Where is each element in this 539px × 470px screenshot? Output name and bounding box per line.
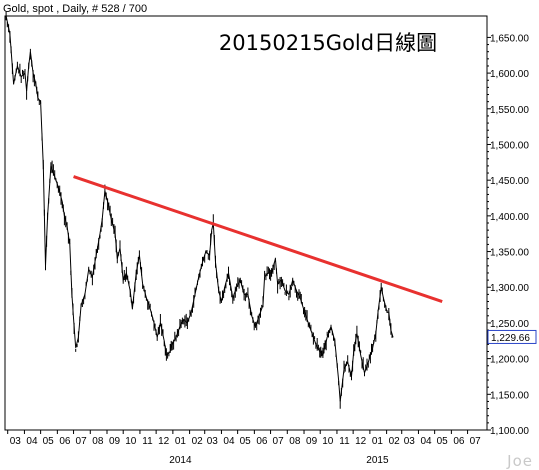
y-tick-label: 1,500.00 [490, 140, 529, 151]
x-tick-label: 06 [256, 436, 268, 447]
x-year-label: 2015 [366, 455, 389, 466]
x-axis: 03 04 05 06 07 08 09 10 11 12 01 02 03 04 05 06 07 08 09 10… [7, 430, 482, 466]
x-tick-label: 10 [125, 436, 137, 447]
x-tick-label: 12 [355, 436, 367, 447]
x-tick-label: 01 [372, 436, 384, 447]
x-year-label: 2014 [169, 455, 192, 466]
x-tick-label: 04 [420, 436, 432, 447]
x-tick-label: 10 [322, 436, 334, 447]
watermark: Joe [506, 452, 533, 470]
y-tick-label: 1,100.00 [490, 426, 529, 437]
y-tick-label: 1,450.00 [490, 176, 529, 187]
trendline [73, 175, 443, 303]
y-tick-label: 1,650.00 [490, 33, 529, 44]
x-tick-label: 11 [142, 436, 153, 447]
chart-title: 20150215Gold日線圖 [219, 31, 437, 55]
x-tick-label: 08 [92, 436, 104, 447]
x-tick-label: 06 [453, 436, 465, 447]
x-tick-label: 04 [26, 436, 38, 447]
x-tick-label: 11 [339, 436, 350, 447]
trendline-layer [73, 175, 443, 303]
last-price-box [487, 329, 537, 344]
x-tick-label: 05 [43, 436, 55, 447]
x-tick-label: 03 [207, 436, 219, 447]
x-tick-label: 03 [10, 436, 22, 447]
x-tick-label: 02 [389, 436, 401, 447]
price-bars [5, 11, 393, 409]
last-price-label: 1,229.66 [487, 329, 537, 344]
chart-header: Gold, spot , Daily, # 528 / 700 [3, 3, 147, 15]
x-tick-label: 01 [175, 436, 187, 447]
last-price-value: 1,229.66 [491, 333, 530, 344]
x-tick-label: 03 [404, 436, 416, 447]
x-tick-label: 07 [76, 436, 88, 447]
y-axis: 1,650.00 1,600.00 1,550.00 1,500.00 1,450.00… [487, 33, 529, 437]
x-tick-label: 12 [158, 436, 170, 447]
y-tick-label: 1,400.00 [490, 212, 529, 223]
x-tick-label: 07 [470, 436, 482, 447]
y-tick-label: 1,600.00 [490, 69, 529, 80]
x-tick-label: 09 [109, 436, 121, 447]
x-tick-label: 07 [273, 436, 285, 447]
x-tick-label: 02 [192, 436, 204, 447]
x-tick-label: 08 [289, 436, 301, 447]
y-tick-label: 1,250.00 [490, 319, 529, 330]
y-tick-label: 1,550.00 [490, 105, 529, 116]
x-tick-label: 06 [59, 436, 71, 447]
x-tick-label: 04 [223, 436, 235, 447]
series-layer [5, 11, 394, 409]
x-tick-label: 05 [240, 436, 252, 447]
y-tick-label: 1,350.00 [490, 248, 529, 259]
y-tick-label: 1,150.00 [490, 390, 529, 401]
x-tick-label: 05 [437, 436, 449, 447]
x-tick-label: 09 [306, 436, 318, 447]
y-tick-label: 1,300.00 [490, 283, 529, 294]
y-tick-label: 1,200.00 [490, 355, 529, 366]
